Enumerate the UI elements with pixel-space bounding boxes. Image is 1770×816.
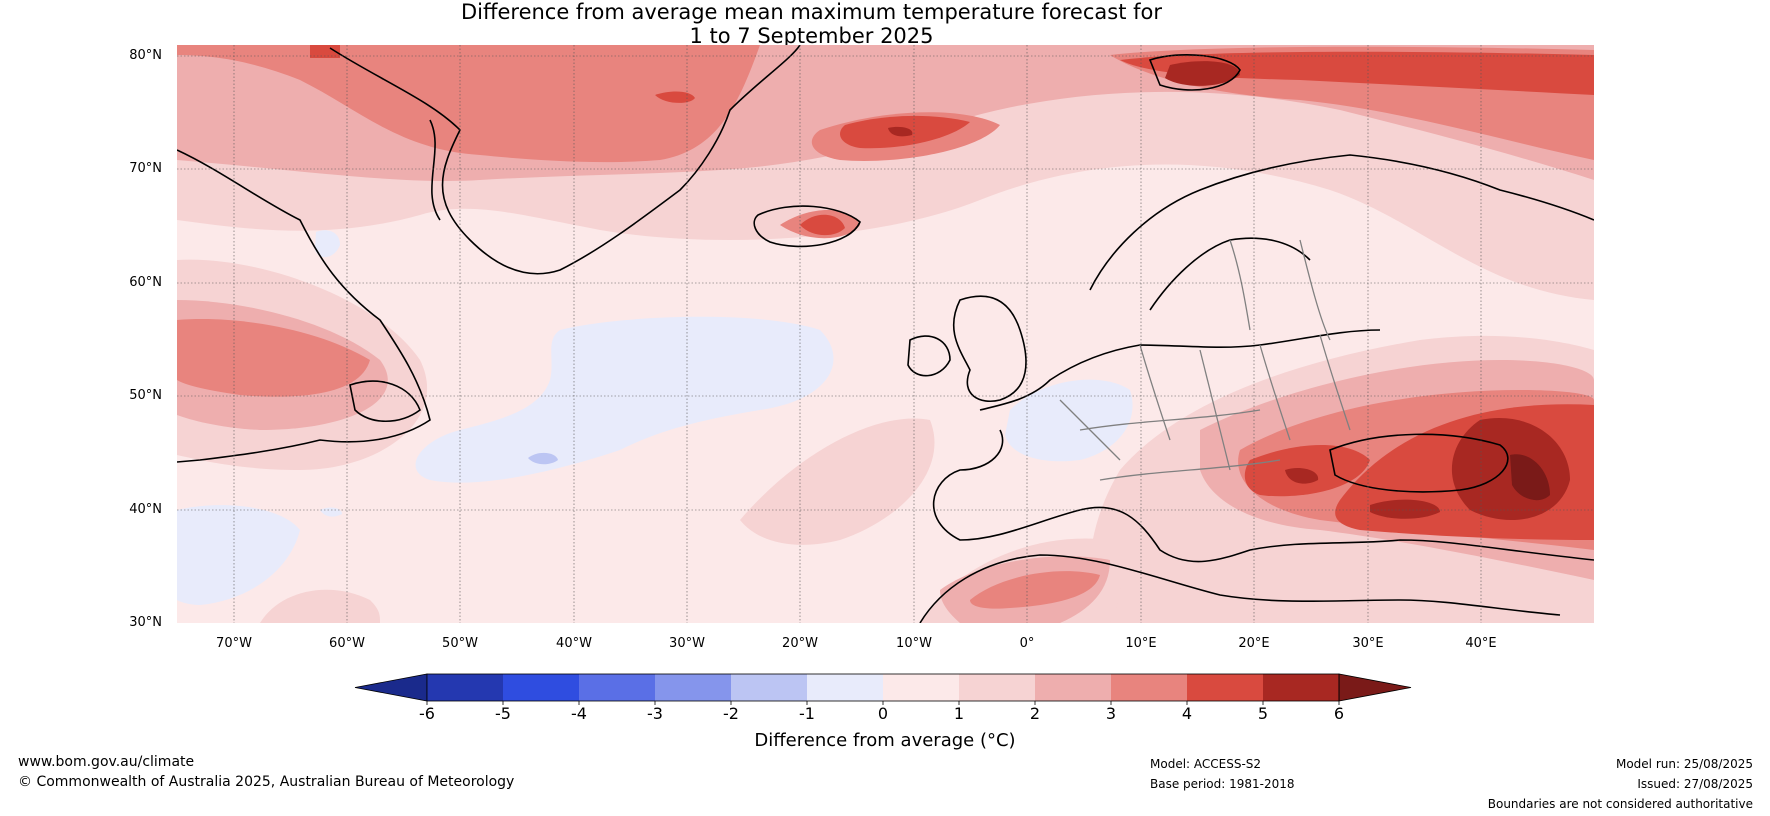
colorbar-segment	[883, 674, 959, 701]
lon-label-40e: 40°E	[1465, 636, 1497, 651]
country-borders	[1059, 239, 1351, 481]
issued-text: Issued: 27/08/2025	[1637, 777, 1753, 791]
colorbar-segment	[1111, 674, 1187, 701]
colorbar-tick-label: 0	[877, 704, 889, 723]
colorbar-tick-label: 1	[953, 704, 965, 723]
colorbar-tick-label: -1	[799, 704, 815, 723]
colorbar-extend-high	[1338, 673, 1412, 702]
colorbar-segment	[1035, 674, 1111, 701]
colorbar-tick-label: 3	[1105, 704, 1117, 723]
lat-label-80n: 80°N	[129, 48, 162, 63]
colorbar-segment	[427, 674, 503, 701]
lon-label-50w: 50°W	[442, 636, 478, 651]
chart-title: Difference from average mean maximum tem…	[0, 0, 1623, 48]
colorbar-segment	[503, 674, 579, 701]
title-line-1: Difference from average mean maximum tem…	[461, 0, 1162, 24]
colorbar-tick-label: 2	[1029, 704, 1041, 723]
anomaly-minus-2-to-minus-1-layer	[528, 452, 558, 465]
colorbar-segment	[959, 674, 1035, 701]
colorbar-extend-low	[354, 673, 428, 702]
lon-label-30w: 30°W	[669, 636, 705, 651]
anomaly-above-6-layer	[1510, 454, 1550, 501]
anomaly-minus-1-to-0-layer	[177, 230, 1133, 605]
disclaimer-text: Boundaries are not considered authoritat…	[1487, 797, 1753, 811]
colorbar-segment	[807, 674, 883, 701]
lon-label-10w: 10°W	[896, 636, 932, 651]
colorbar-tick-label: 5	[1257, 704, 1269, 723]
title-line-2: 1 to 7 September 2025	[689, 24, 934, 48]
model-run-text: Model run: 25/08/2025	[1615, 757, 1753, 771]
lon-label-60w: 60°W	[329, 636, 365, 651]
colorbar-segment	[1263, 674, 1339, 701]
lon-label-40w: 40°W	[556, 636, 592, 651]
colorbar-label: Difference from average (°C)	[754, 730, 1016, 751]
website-text: www.bom.gov.au/climate	[18, 754, 195, 770]
colorbar-tick-label: 4	[1181, 704, 1193, 723]
lon-label-0: 0°	[1019, 636, 1035, 651]
lat-label-50n: 50°N	[129, 388, 162, 403]
lon-label-30e: 30°E	[1352, 636, 1384, 651]
colorbar-segment	[579, 674, 655, 701]
colorbar-segment	[731, 674, 807, 701]
colorbar	[354, 673, 1412, 705]
lon-label-10e: 10°E	[1125, 636, 1157, 651]
colorbar-tick-label: -2	[723, 704, 739, 723]
colorbar-tick-label: -4	[571, 704, 587, 723]
lon-label-70w: 70°W	[216, 636, 252, 651]
colorbar-tick-label: -3	[647, 704, 663, 723]
colorbar-segment	[1187, 674, 1263, 701]
colorbar-tick-label: -6	[419, 704, 435, 723]
lat-label-60n: 60°N	[129, 275, 162, 290]
lat-label-30n: 30°N	[129, 615, 162, 630]
colorbar-tick-label: -5	[495, 704, 511, 723]
model-text: Model: ACCESS-S2	[1150, 757, 1262, 771]
colorbar-segment	[655, 674, 731, 701]
lon-label-20w: 20°W	[782, 636, 818, 651]
lat-label-40n: 40°N	[129, 502, 162, 517]
lat-label-70n: 70°N	[129, 161, 162, 176]
gridlines	[177, 45, 1594, 623]
copyright-text: © Commonwealth of Australia 2025, Austra…	[18, 774, 515, 790]
lon-label-20e: 20°E	[1238, 636, 1270, 651]
base-period-text: Base period: 1981-2018	[1150, 777, 1295, 791]
colorbar-tick-label: 6	[1333, 704, 1345, 723]
